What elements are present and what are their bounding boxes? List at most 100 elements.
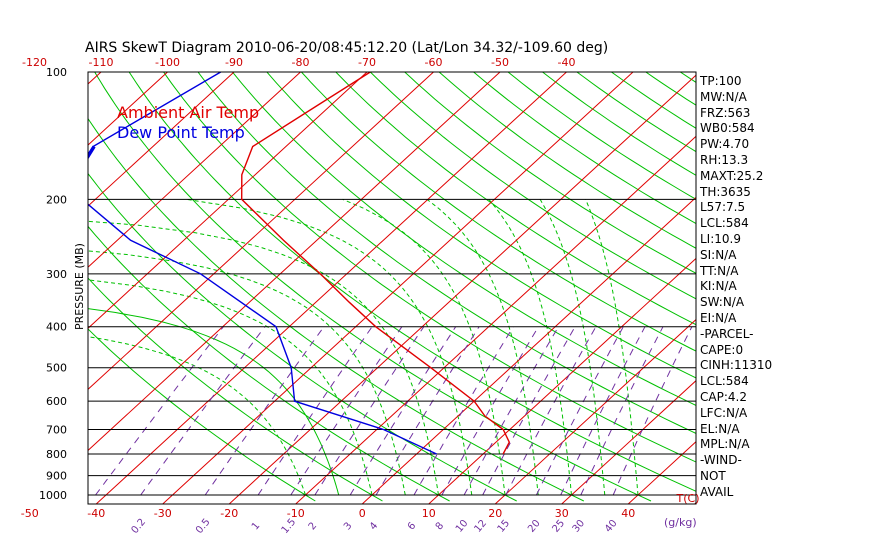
moist-adiabat-line [88,250,406,496]
stability-index-item: LCL:584 [700,216,749,231]
top-temp-tick-label: -40 [558,56,576,69]
isotherm-line [361,196,696,504]
pressure-tick-label: 900 [46,470,67,483]
top-temp-tick-label: -80 [292,56,310,69]
stability-index-item: WB0:584 [700,121,755,136]
bottom-temp-tick-label: -50 [21,507,39,520]
isotherm-line [88,72,434,391]
moist-adiabat-line [426,198,539,496]
bottom-temp-tick-label: -20 [220,507,238,520]
stability-index-item: PW:4.70 [700,137,750,152]
mixing-ratio-tick-label: 6 [406,520,419,532]
stability-index-item: -WIND- [700,453,742,468]
stability-index-item: LCL:584 [700,374,749,389]
mixing-ratio-tick-label: 1 [250,520,263,532]
legend-dew-point-temp: Dew Point Temp [117,123,245,142]
mixing-ratio-tick-label: 3 [342,520,355,532]
legend-ambient-air-temp: Ambient Air Temp [117,103,259,122]
stability-index-item: EL:N/A [700,421,740,436]
bottom-temp-tick-label: 40 [621,507,635,520]
bottom-temp-tick-label: -10 [287,507,305,520]
mixing-ratio-line [560,326,646,496]
stability-index-item: AVAIL [700,484,734,499]
isotherm-line [88,72,168,146]
stability-index-item: TP:100 [700,74,742,88]
moist-adiabat-line [88,279,373,496]
mixing-ratio-line [257,326,373,496]
isotherm-line [0,72,35,504]
bottom-temp-tick-label: 0 [359,507,366,520]
top-temp-tick-label: -60 [425,56,443,69]
top-temp-tick-label: -110 [89,56,114,69]
bottom-temp-tick-label: 30 [555,507,569,520]
dry-adiabat-line [645,72,696,106]
stability-index-item: TH:3635 [700,184,751,199]
dry-adiabat-line [438,72,696,249]
bottom-temp-tick-label: -30 [154,507,172,520]
dry-adiabat-line [369,72,696,300]
stability-index-item: EI:N/A [700,311,737,325]
dry-adiabat-line [266,72,696,379]
isotherm-line [494,318,696,504]
dew-point-temp-line [88,72,437,455]
pressure-tick-label: 300 [46,268,67,281]
isotherm-line [95,72,567,504]
mixing-ratio-line [463,326,559,496]
mixing-ratio-tick-label: 2 [307,520,320,532]
dry-adiabat-line [197,72,696,434]
dry-adiabat-line [507,72,696,200]
legend: Ambient Air Temp Dew Point Temp [117,103,259,142]
stability-index-item: SW:N/A [700,295,745,310]
mixing-ratio-tick-label: 0.2 [129,517,148,536]
stability-index-item: TT:N/A [700,263,739,278]
pressure-tick-label: 500 [46,362,67,375]
stability-index-item: MW:N/A [700,89,747,104]
mixing-ratio-tick-label: 4 [368,520,381,532]
stability-index-item: CAPE:0 [700,342,744,357]
dry-adiabat-line [542,72,696,176]
isotherm-line [295,135,696,504]
isotherm-line [88,72,235,207]
mixing-ratio-line [290,326,403,496]
mixing-ratio-unit-label: (g/kg) [664,516,697,529]
mixing-ratio-line [612,326,693,496]
stability-index-item: L57:7.5 [700,200,746,215]
dry-adiabat-line [473,72,696,225]
y-axis-label: PRESSURE (MB) [73,243,86,330]
dry-adiabat-line [301,72,696,352]
top-temp-tick-label: -100 [155,56,180,69]
isotherm-line [88,72,368,329]
pressure-tick-label: 600 [46,395,67,408]
stability-index-item: FRZ:563 [700,105,751,120]
moist-adiabat-line [88,308,340,496]
stability-index-item: RH:13.3 [700,153,749,167]
mixing-ratio-tick-label: 25 [550,518,567,535]
dry-adiabat-line [853,72,870,501]
bottom-temp-tick-label: 20 [488,507,502,520]
stability-index-item: LFC:N/A [700,405,748,420]
stability-index-item: NOT [700,469,726,483]
stability-index-item: MPL:N/A [700,437,750,452]
isotherm-line [228,74,696,504]
chart-title: AIRS SkewT Diagram 2010-06-20/08:45:12.2… [85,40,608,56]
stability-index-item: MAXT:25.2 [700,168,764,183]
pressure-tick-label: 100 [46,66,67,79]
isotherm-line [428,257,696,504]
stability-index-item: LI:10.9 [700,232,741,246]
mixing-ratio-tick-label: 15 [496,518,513,535]
mixing-ratio-tick-label: 8 [434,520,447,532]
mixing-ratio-tick-label: 0.5 [194,517,213,536]
isotherm-line [761,72,870,504]
isotherm-line [162,72,634,504]
dew-point-thick-segment [88,145,96,160]
stability-index-item: CINH:11310 [700,358,773,373]
dry-adiabat-line [749,72,870,501]
isotherm-line [88,72,301,268]
stability-index-item: -PARCEL- [700,326,754,341]
mixing-ratio-tick-label: 40 [603,518,620,535]
plot-frame [87,71,697,505]
moist-adiabat-line [88,336,306,496]
mixing-ratio-tick-label: 30 [571,518,588,535]
stability-index-item: SI:N/A [700,247,737,262]
